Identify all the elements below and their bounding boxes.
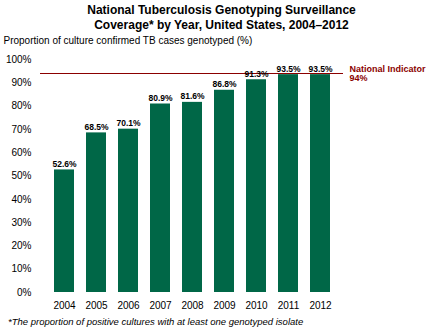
svg-text:68.5%: 68.5% (84, 122, 109, 132)
svg-text:2010: 2010 (245, 300, 268, 311)
svg-text:2005: 2005 (85, 300, 108, 311)
svg-text:20%: 20% (11, 240, 31, 251)
svg-text:2007: 2007 (149, 300, 172, 311)
html-text:National Tuberculosis Genotypi: National Tuberculosis Genotyping Surveil… (87, 3, 356, 17)
svg-text:Proportion of culture confirme: Proportion of culture confirmed TB cases… (4, 35, 253, 46)
svg-text:100%: 100% (6, 54, 32, 65)
svg-text:30%: 30% (11, 217, 31, 228)
svg-text:2006: 2006 (117, 300, 140, 311)
svg-text:2009: 2009 (213, 300, 236, 311)
svg-text:70.1%: 70.1% (116, 118, 141, 128)
svg-text:86.8%: 86.8% (212, 79, 237, 89)
svg-text:91.3%: 91.3% (244, 69, 269, 79)
svg-text:90%: 90% (11, 77, 31, 88)
svg-text:2008: 2008 (181, 300, 204, 311)
svg-text:2012: 2012 (309, 300, 332, 311)
svg-text:60%: 60% (11, 147, 31, 158)
svg-text:National Indicator94%: National Indicator94% (350, 64, 427, 83)
html-text:Coverage* by Year, United Stat: Coverage* by Year, United States, 2004–2… (94, 18, 349, 32)
svg-text:93.5%: 93.5% (308, 64, 333, 74)
svg-text:80%: 80% (11, 100, 31, 111)
svg-text:70%: 70% (11, 124, 31, 135)
svg-text:40%: 40% (11, 194, 31, 205)
svg-text:2004: 2004 (53, 300, 76, 311)
html-text:*The proportion of positive cu: *The proportion of positive cultures wit… (8, 316, 304, 327)
svg-text:81.6%: 81.6% (180, 91, 205, 101)
svg-text:93.5%: 93.5% (276, 64, 301, 74)
svg-text:2011: 2011 (278, 300, 300, 311)
svg-text:52.6%: 52.6% (52, 159, 77, 169)
svg-text:10%: 10% (11, 263, 31, 274)
svg-text:0%: 0% (17, 287, 32, 298)
svg-text:80.9%: 80.9% (148, 93, 173, 103)
svg-text:50%: 50% (11, 170, 31, 181)
